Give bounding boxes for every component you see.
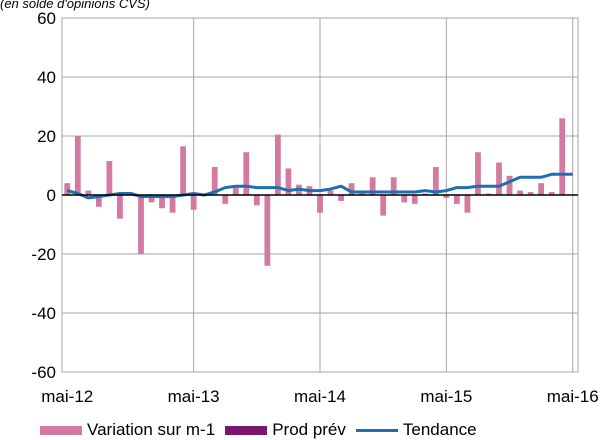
x-tick-label: mai-14 bbox=[294, 387, 346, 406]
bar-variation bbox=[380, 195, 387, 216]
legend-swatch-tendance bbox=[355, 428, 398, 432]
bar-variation bbox=[232, 187, 239, 195]
bar-variation bbox=[106, 161, 113, 195]
bar-variation bbox=[475, 152, 481, 195]
bar-variation bbox=[338, 195, 344, 201]
bar-variation bbox=[253, 195, 260, 206]
y-tick-label: 60 bbox=[37, 9, 56, 28]
y-tick-label: -20 bbox=[31, 245, 56, 264]
bar-variation bbox=[390, 177, 397, 195]
legend-label-variation: Variation sur m-1 bbox=[87, 420, 216, 439]
bar-variation bbox=[180, 146, 186, 195]
bar-variation bbox=[211, 166, 218, 195]
trend-line-group bbox=[66, 172, 573, 200]
legend-item-variation: Variation sur m-1 bbox=[40, 420, 215, 440]
bar-variation bbox=[401, 195, 408, 203]
bar-variation bbox=[169, 195, 176, 213]
bar-variation bbox=[527, 192, 534, 195]
legend-swatch-prod-prev bbox=[225, 425, 268, 435]
bar-variation bbox=[148, 195, 155, 203]
bar-variation bbox=[190, 195, 197, 210]
bar-variation bbox=[74, 136, 81, 195]
bar-variation bbox=[243, 152, 250, 195]
tick-labels: 60 40 20 0 -20 -40 -60 mai-12 mai-13 mai-14 mai-15… bbox=[31, 9, 598, 406]
bar-variation bbox=[496, 162, 502, 195]
bar-variation bbox=[369, 177, 376, 195]
bar-variation bbox=[454, 195, 460, 204]
x-tick-label: mai-16 bbox=[547, 387, 599, 406]
y-tick-label: 40 bbox=[37, 68, 56, 87]
bar-variation bbox=[559, 118, 566, 195]
y-tick-label: 0 bbox=[47, 186, 56, 205]
legend-item-prod-prev: Prod prév bbox=[225, 420, 346, 440]
x-tick-label: mai-12 bbox=[41, 387, 93, 406]
legend: Variation sur m-1 Prod prév Tendance bbox=[40, 420, 487, 440]
legend-item-tendance: Tendance bbox=[355, 420, 477, 440]
bar-variation bbox=[285, 168, 292, 195]
trend-line bbox=[66, 172, 573, 200]
y-tick-label: 20 bbox=[37, 127, 56, 146]
bar-variation bbox=[95, 195, 102, 207]
bar-variation bbox=[64, 183, 71, 195]
legend-label-prod-prev: Prod prév bbox=[272, 420, 346, 439]
bar-variation bbox=[359, 192, 366, 195]
bar-variation bbox=[506, 175, 513, 195]
bar-variation bbox=[464, 195, 471, 213]
chart-subtitle: (en solde d'opinions CVS) bbox=[0, 0, 150, 11]
bar-variation bbox=[538, 183, 545, 195]
x-tick-label: mai-13 bbox=[168, 387, 220, 406]
legend-swatch-variation bbox=[40, 425, 82, 435]
y-tick-label: -40 bbox=[31, 304, 56, 323]
bar-variation bbox=[222, 195, 229, 204]
bar-variation bbox=[317, 195, 323, 213]
legend-label-tendance: Tendance bbox=[402, 420, 477, 439]
bar-variation bbox=[348, 183, 355, 195]
bar-variation bbox=[274, 134, 281, 195]
bar-variation bbox=[85, 190, 92, 195]
bar-variation bbox=[548, 192, 555, 195]
y-tick-label: -60 bbox=[31, 363, 56, 382]
bar-variation bbox=[264, 195, 271, 266]
x-tick-label: mai-15 bbox=[420, 387, 472, 406]
bar-variation bbox=[117, 195, 123, 219]
bar-variation bbox=[327, 190, 334, 195]
bar-variation bbox=[432, 166, 439, 195]
bar-variation bbox=[517, 190, 523, 195]
bar-variation bbox=[443, 195, 450, 198]
bar-variation bbox=[138, 195, 144, 254]
bar-variation bbox=[159, 195, 165, 209]
bar-variation bbox=[411, 195, 418, 204]
